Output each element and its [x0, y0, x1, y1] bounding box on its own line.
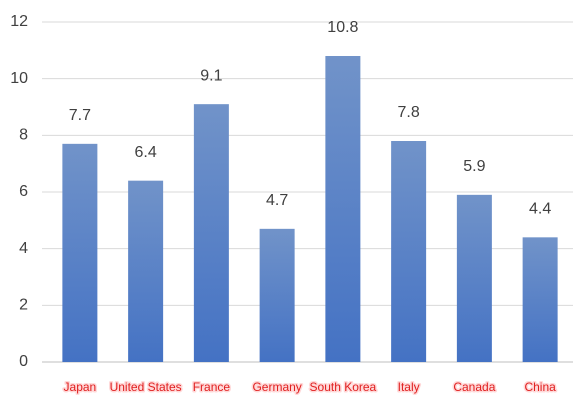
- x-tick-label: Canada: [453, 380, 495, 394]
- x-tick-label: France: [193, 380, 231, 394]
- value-label: 7.8: [398, 104, 420, 121]
- value-label: 6.4: [135, 144, 157, 161]
- value-label: 5.9: [463, 158, 485, 175]
- x-tick-label: United States: [110, 380, 182, 394]
- y-tick-label: 8: [19, 127, 28, 144]
- y-tick-label: 6: [19, 183, 28, 200]
- y-tick-label: 0: [19, 353, 28, 370]
- y-tick-label: 2: [19, 297, 28, 314]
- bar: [522, 237, 558, 362]
- bar: [456, 194, 492, 362]
- value-label: 9.1: [200, 67, 222, 84]
- x-tick-label: South Korea: [310, 380, 377, 394]
- x-tick-label: China: [524, 380, 556, 394]
- value-label: 4.4: [529, 201, 551, 218]
- value-label: 4.7: [266, 192, 288, 209]
- value-label: 7.7: [69, 107, 91, 124]
- x-tick-label: Japan: [64, 380, 97, 394]
- x-tick-label: Italy: [398, 380, 420, 394]
- value-label: 10.8: [327, 19, 358, 36]
- bar: [325, 56, 361, 362]
- y-tick-label: 10: [10, 70, 28, 87]
- bar: [391, 141, 427, 362]
- bar: [259, 228, 295, 362]
- bar: [128, 180, 164, 362]
- y-tick-label: 12: [10, 13, 28, 30]
- bar: [193, 104, 229, 363]
- bar: [62, 143, 98, 362]
- x-tick-label: Germany: [252, 380, 301, 394]
- y-tick-label: 4: [19, 240, 28, 257]
